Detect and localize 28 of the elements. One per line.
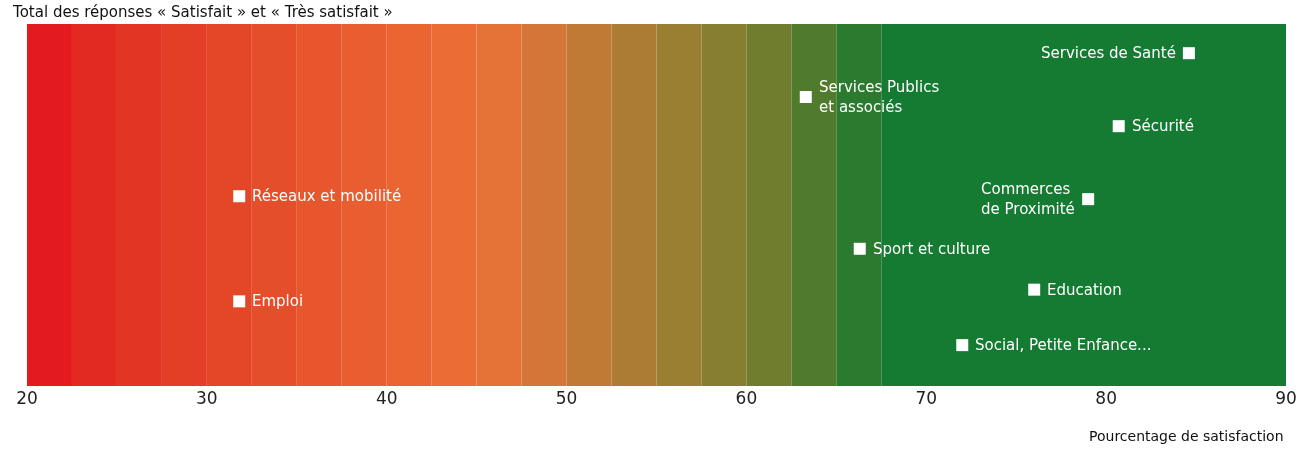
x-tick-label: 20 [16, 388, 38, 408]
x-tick-label: 40 [375, 388, 398, 408]
annotation: Education [1047, 281, 1122, 299]
annotation: Commerces de Proximité [981, 180, 1075, 218]
point [956, 339, 969, 352]
annotation: Services de Santé [1041, 44, 1176, 62]
annotation: Sport et culture [873, 240, 991, 258]
x-tick-label: 90 [1275, 388, 1297, 408]
x-tick-label: 80 [1095, 388, 1117, 408]
annotation: Sécurité [1132, 117, 1194, 135]
x-tick-label: 70 [915, 388, 938, 408]
point [1082, 193, 1095, 206]
point [233, 295, 246, 308]
point [1182, 47, 1195, 60]
point [1112, 120, 1125, 133]
point [853, 242, 866, 255]
chart-title: Total des réponses « Satisfait » et « Très satisfait » [12, 3, 393, 22]
x-tick-label: 60 [735, 388, 758, 408]
annotation: Social, Petite Enfance... [975, 336, 1152, 354]
point [1028, 283, 1041, 296]
point [799, 90, 812, 103]
x-axis-title: Pourcentage de satisfaction [1089, 428, 1284, 444]
annotation: Emploi [252, 292, 304, 310]
x-tick-label: 50 [555, 388, 578, 408]
annotation: Réseaux et mobilité [252, 187, 402, 205]
x-tick-label: 30 [196, 388, 218, 408]
annotation: Services Publics et associés [819, 78, 940, 116]
point [233, 190, 246, 203]
